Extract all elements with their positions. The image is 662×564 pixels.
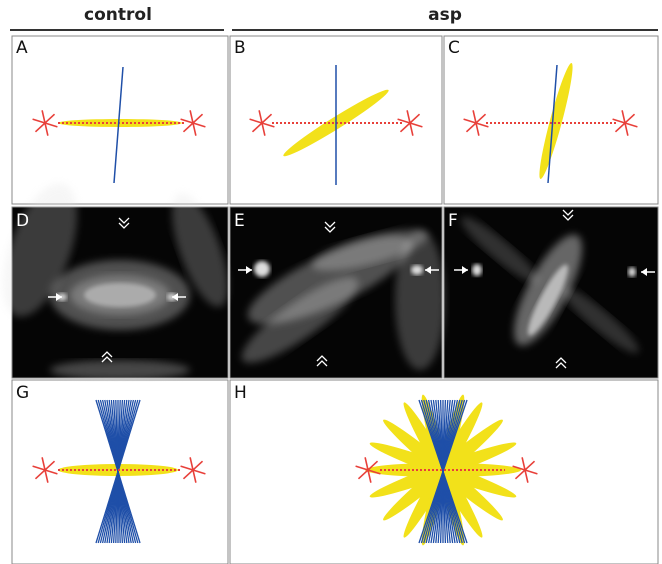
panel-label: D: [16, 211, 29, 231]
figure: control asp A B C D E F G H: [0, 0, 662, 564]
panel-label: A: [16, 38, 28, 58]
header-control: control: [84, 5, 152, 25]
fluorescence: [411, 265, 423, 275]
fluorescence: [254, 261, 270, 277]
panel-label: C: [448, 38, 460, 58]
fluorescence: [472, 264, 482, 276]
panel-label: F: [448, 211, 458, 231]
panel-label: B: [234, 38, 246, 58]
header-asp: asp: [428, 5, 462, 25]
panel-label: G: [16, 383, 29, 403]
fluorescence: [395, 230, 445, 370]
panel-label: E: [234, 211, 245, 231]
panel-label: H: [234, 383, 247, 403]
fluorescence: [84, 283, 156, 307]
panels: A B C D E F G H: [0, 36, 658, 564]
fluorescence: [628, 267, 636, 277]
fluorescence: [50, 360, 190, 380]
